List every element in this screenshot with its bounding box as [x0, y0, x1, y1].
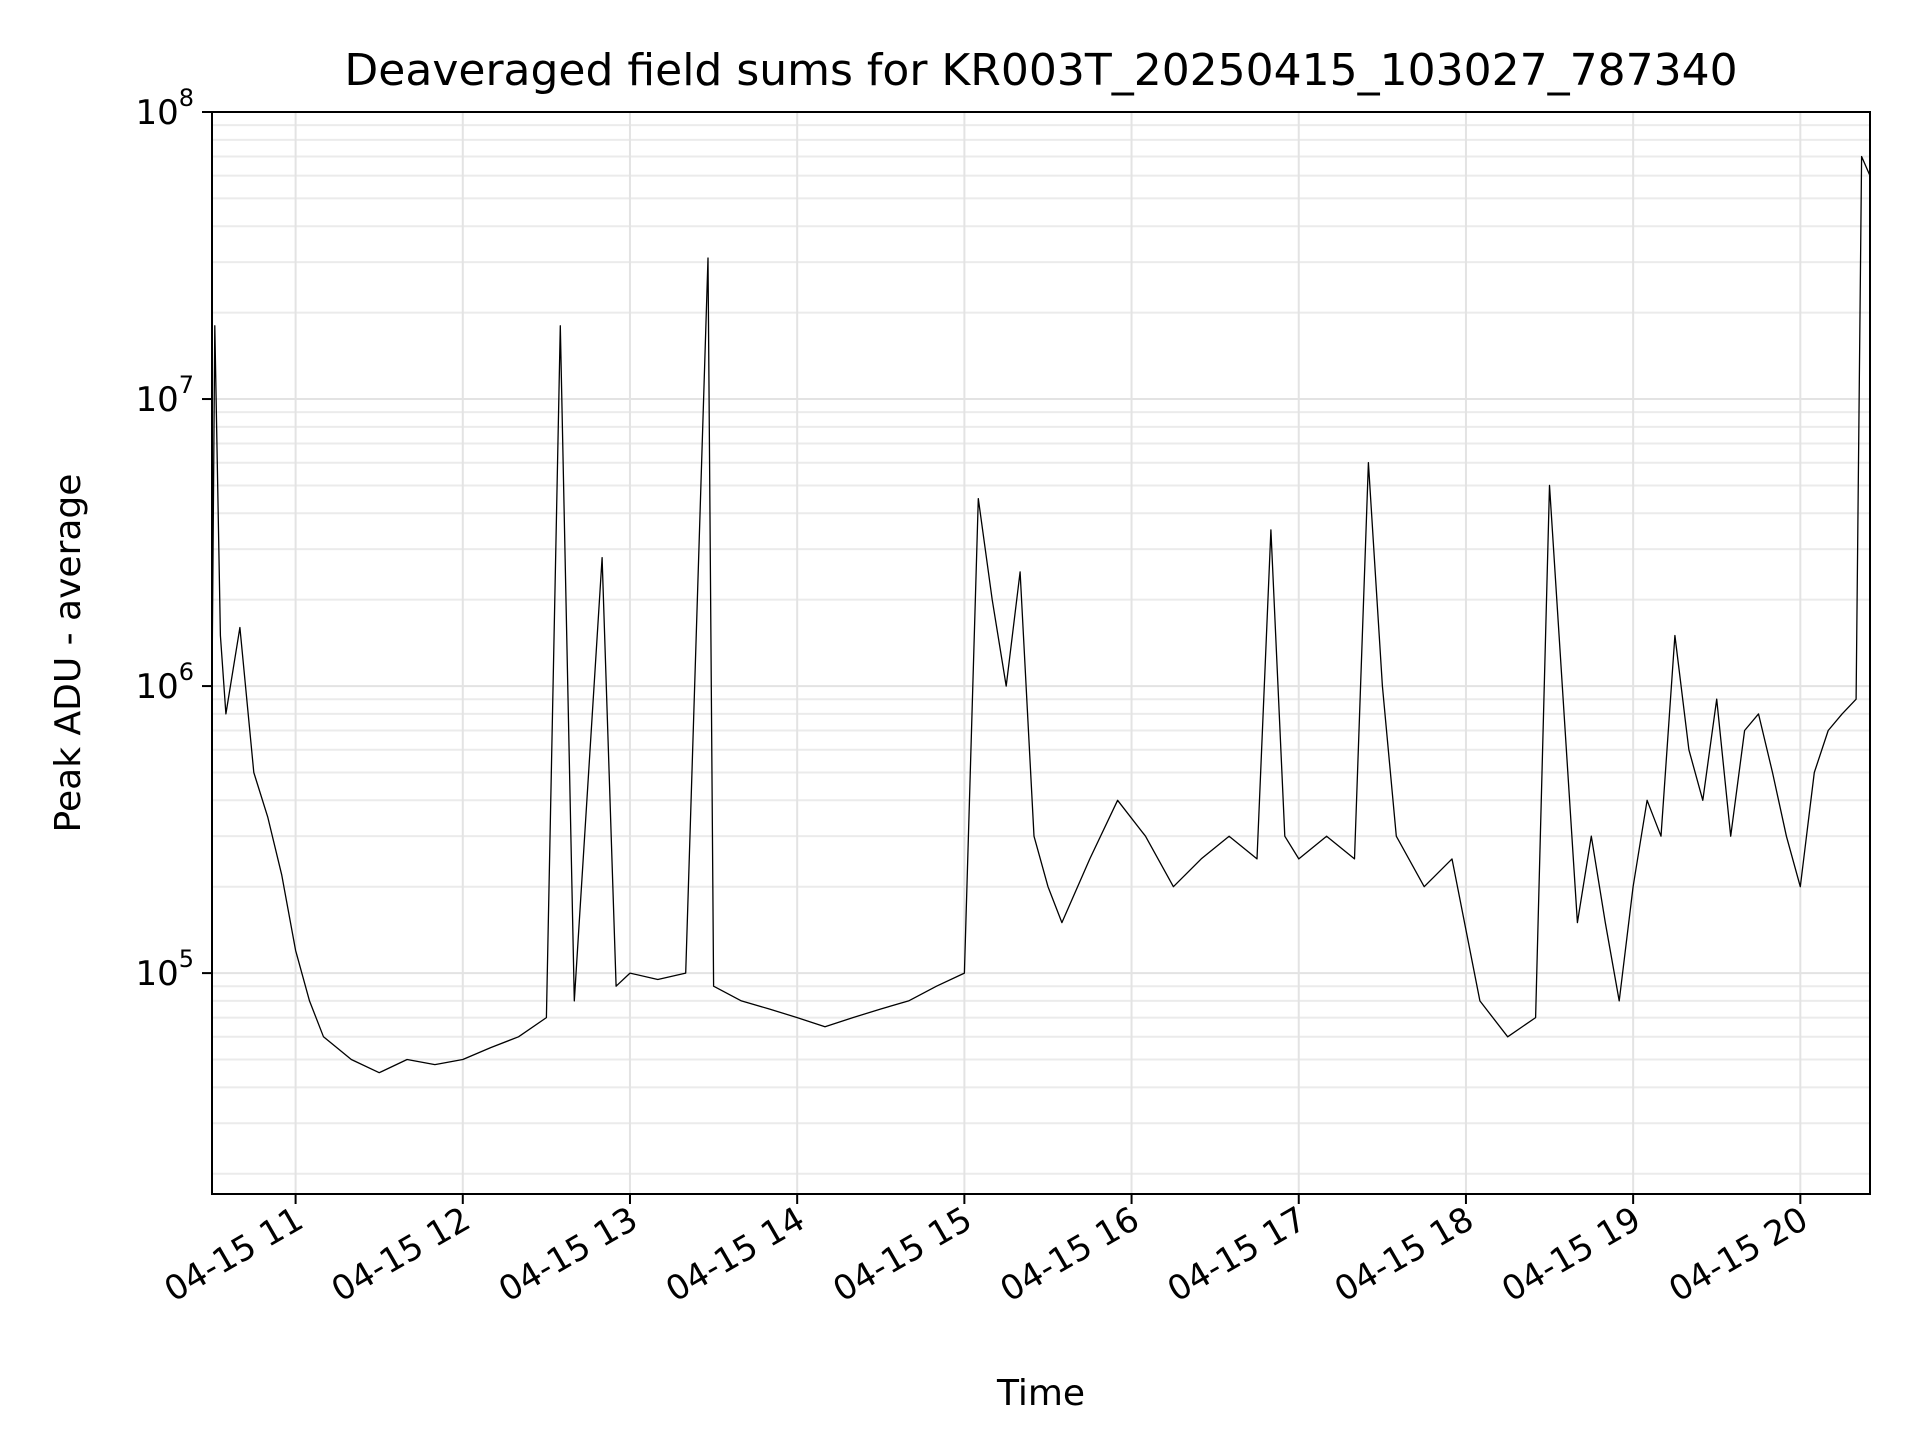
minor-gridlines: [212, 124, 1870, 1175]
x-axis-label: Time: [996, 1373, 1085, 1414]
y-axis-label: Peak ADU - average: [48, 474, 89, 833]
series-line: [212, 155, 1870, 1074]
plot-frame: [211, 111, 1871, 1195]
chart-title: Deaveraged field sums for KR003T_2025041…: [344, 45, 1737, 96]
